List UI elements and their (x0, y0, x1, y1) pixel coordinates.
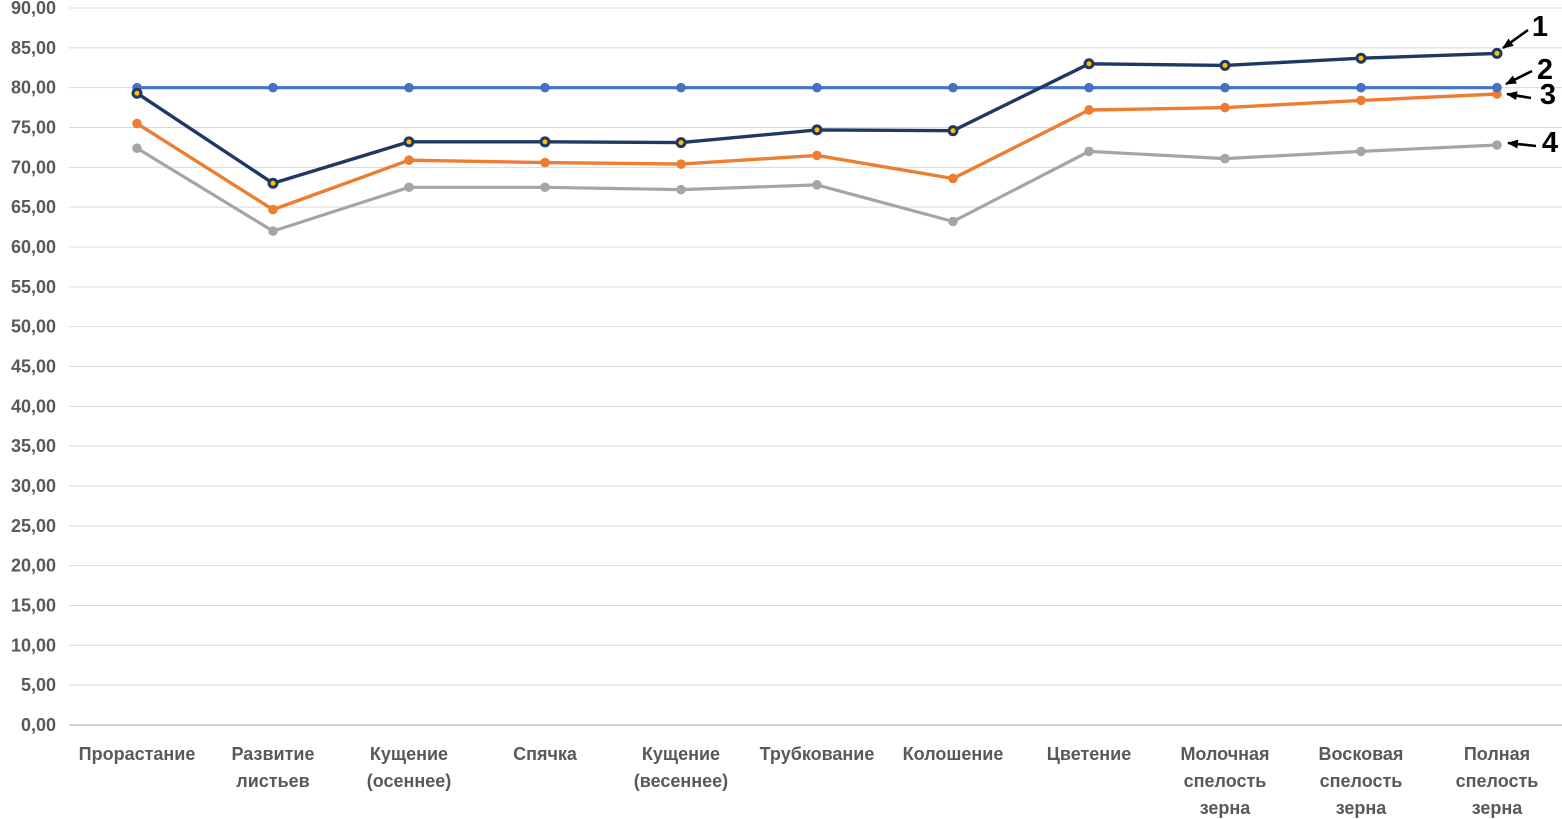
series-marker-4 (132, 143, 142, 154)
series-marker-3 (1084, 105, 1094, 115)
y-axis-tick-label: 35,00 (11, 436, 56, 456)
series-marker-1 (947, 125, 959, 137)
series-marker-3 (948, 173, 958, 184)
y-axis-tick-label: 75,00 (11, 118, 56, 138)
y-axis-tick-label: 25,00 (11, 516, 56, 536)
series-marker-1 (1491, 47, 1503, 59)
x-axis-category-label: Спячка (513, 744, 578, 764)
series-marker-1 (675, 137, 687, 149)
series-line-1 (135, 51, 1499, 186)
y-axis-tick-label: 45,00 (11, 357, 56, 377)
y-axis-tick-label: 20,00 (11, 556, 56, 576)
x-axis-category-label: Полная спелость зерна (1456, 744, 1539, 818)
series-marker-4 (268, 226, 278, 236)
y-axis-tick-label: 0,00 (21, 715, 56, 735)
annotation-arrow-1 (1502, 28, 1529, 50)
series-marker-2 (268, 82, 278, 93)
x-axis-category-label: Трубкование (760, 744, 875, 764)
series-marker-2 (404, 82, 414, 93)
series-marker-2 (676, 82, 686, 93)
x-axis-category-label: Кущение (осеннее) (367, 744, 452, 791)
series-marker-1 (131, 87, 143, 99)
series-marker-1 (1355, 52, 1367, 64)
y-axis-tick-label: 15,00 (11, 596, 56, 616)
series-marker-2 (1356, 82, 1366, 93)
x-axis-category-label: Колошение (903, 744, 1004, 764)
series-marker-3 (404, 155, 414, 165)
series-marker-4 (1220, 153, 1230, 164)
series-marker-4 (812, 180, 822, 190)
annotation-arrow-2 (1505, 69, 1533, 86)
y-axis-tick-label: 70,00 (11, 157, 56, 177)
series-marker-2 (1220, 82, 1230, 93)
series-marker-4 (948, 216, 958, 227)
series-marker-3 (676, 159, 686, 169)
series-number-label-1: 1 (1532, 11, 1548, 43)
y-axis-tick-label: 60,00 (11, 237, 56, 257)
series-marker-3 (540, 157, 550, 168)
series-marker-2 (812, 82, 822, 93)
series-marker-4 (676, 184, 686, 195)
series-marker-1 (811, 124, 823, 136)
series-marker-1 (539, 136, 551, 148)
series-marker-3 (268, 204, 278, 215)
y-axis-tick-label: 55,00 (11, 277, 56, 297)
series-number-label-2: 2 (1537, 54, 1553, 86)
series-marker-2 (540, 82, 550, 93)
series-marker-4 (1356, 146, 1366, 157)
series-marker-2 (1084, 82, 1094, 93)
series-marker-4 (404, 182, 414, 193)
annotation-arrow-4 (1507, 139, 1537, 149)
series-marker-1 (403, 136, 415, 148)
x-axis-category-label: Молочная спелость зерна (1180, 744, 1269, 818)
series-marker-2 (948, 82, 958, 93)
y-axis-tick-label: 80,00 (11, 78, 56, 98)
series-marker-1 (1219, 59, 1231, 71)
series-marker-3 (132, 118, 142, 129)
series-marker-1 (1083, 58, 1095, 70)
y-axis-tick-label: 90,00 (11, 0, 56, 18)
series-marker-4 (1084, 146, 1094, 157)
y-axis-tick-label: 85,00 (11, 38, 56, 58)
y-axis-tick-label: 40,00 (11, 396, 56, 416)
x-axis-category-label: Прорастание (79, 744, 196, 764)
y-axis-tick-label: 30,00 (11, 476, 56, 496)
y-axis-tick-label: 5,00 (21, 675, 56, 695)
y-axis-tick-label: 65,00 (11, 197, 56, 217)
series-marker-4 (1492, 140, 1502, 150)
series-marker-3 (1220, 102, 1230, 113)
x-axis-category-label: Цветение (1047, 744, 1132, 764)
y-axis-tick-label: 10,00 (11, 635, 56, 655)
x-axis-category-label: Кущение (весеннее) (634, 744, 728, 791)
annotation-arrow-3 (1506, 91, 1532, 101)
series-marker-4 (540, 182, 550, 193)
x-axis-category-label: Развитие листьев (232, 744, 315, 791)
series-number-label-3: 3 (1540, 79, 1556, 111)
series-marker-1 (267, 177, 279, 189)
series-marker-3 (1356, 95, 1366, 106)
series-marker-3 (812, 150, 822, 161)
series-marker-2 (1492, 82, 1502, 93)
y-axis-tick-label: 50,00 (11, 317, 56, 337)
series-number-label-4: 4 (1542, 127, 1558, 159)
x-axis-category-label: Восковая спелость зерна (1319, 744, 1404, 818)
